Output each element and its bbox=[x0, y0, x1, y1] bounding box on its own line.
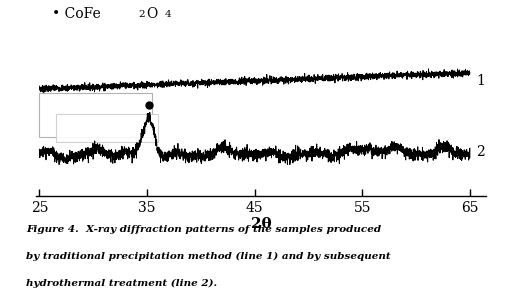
Text: 1: 1 bbox=[476, 74, 485, 88]
Text: hydrothermal treatment (line 2).: hydrothermal treatment (line 2). bbox=[26, 279, 217, 288]
Text: 4: 4 bbox=[164, 10, 171, 19]
Text: 2: 2 bbox=[139, 10, 145, 19]
Text: • CoFe: • CoFe bbox=[52, 7, 100, 21]
Text: O: O bbox=[146, 7, 158, 21]
Text: by traditional precipitation method (line 1) and by subsequent: by traditional precipitation method (lin… bbox=[26, 252, 390, 261]
Bar bbox=[55, 114, 158, 142]
Bar bbox=[39, 93, 153, 137]
Text: Figure 4.  X-ray diffraction patterns of the samples produced: Figure 4. X-ray diffraction patterns of … bbox=[26, 225, 381, 234]
Text: 2: 2 bbox=[476, 145, 485, 159]
X-axis label: 2θ: 2θ bbox=[251, 217, 271, 232]
